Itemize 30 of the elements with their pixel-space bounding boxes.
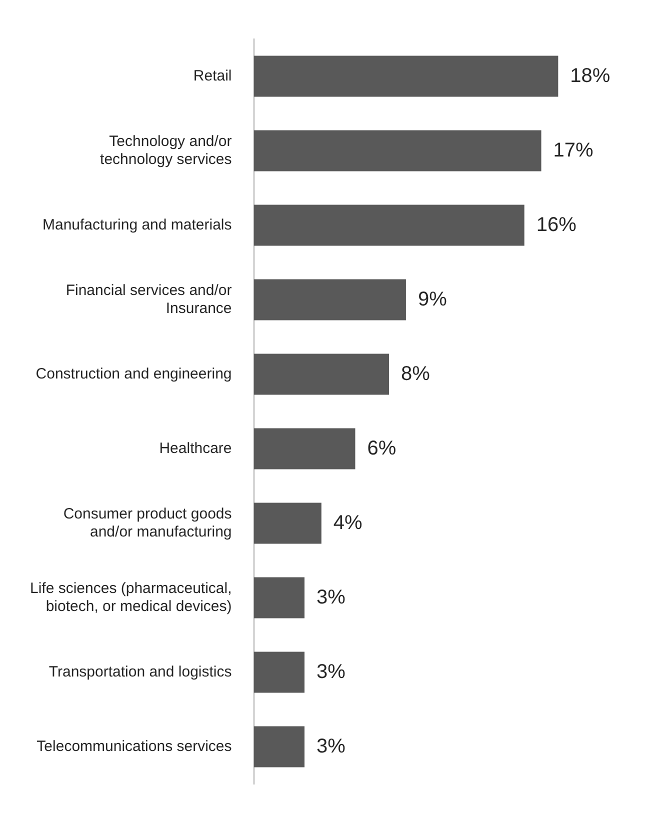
bar	[254, 279, 406, 320]
bar	[254, 56, 558, 97]
y-tick-label: Manufacturing and materials	[42, 216, 232, 234]
bar	[254, 502, 322, 544]
y-tick-label: Life sciences (pharmaceutical, biotech, or medical devices)	[30, 580, 232, 615]
data-label: 3%	[316, 660, 346, 683]
bar	[254, 130, 542, 172]
bar	[254, 577, 304, 618]
bar	[254, 652, 304, 693]
bar	[254, 204, 524, 246]
y-tick-label: Consumer product goods and/or manufacturing	[63, 505, 232, 540]
data-label: 17%	[553, 139, 594, 162]
y-tick-label: Telecommunications services	[36, 738, 232, 755]
data-label: 4%	[333, 512, 363, 534]
y-tick-label: Transportation and logistics	[48, 663, 232, 680]
data-label: 16%	[536, 214, 577, 236]
data-label: 8%	[401, 362, 430, 385]
data-label: 18%	[570, 64, 610, 87]
y-tick-label: Healthcare	[159, 440, 232, 457]
y-tick-label: Financial services and/or Insurance	[66, 282, 232, 317]
data-label: 3%	[316, 735, 346, 758]
data-label: 9%	[418, 288, 448, 310]
y-tick-label: Technology and/or technology services	[100, 132, 232, 168]
bar	[254, 354, 390, 395]
bar	[254, 726, 304, 768]
y-tick-label: Construction and engineering	[36, 365, 232, 382]
y-tick-label: Retail	[193, 67, 232, 84]
bar	[254, 428, 356, 470]
data-label: 6%	[367, 437, 396, 460]
data-label: 3%	[316, 586, 346, 608]
